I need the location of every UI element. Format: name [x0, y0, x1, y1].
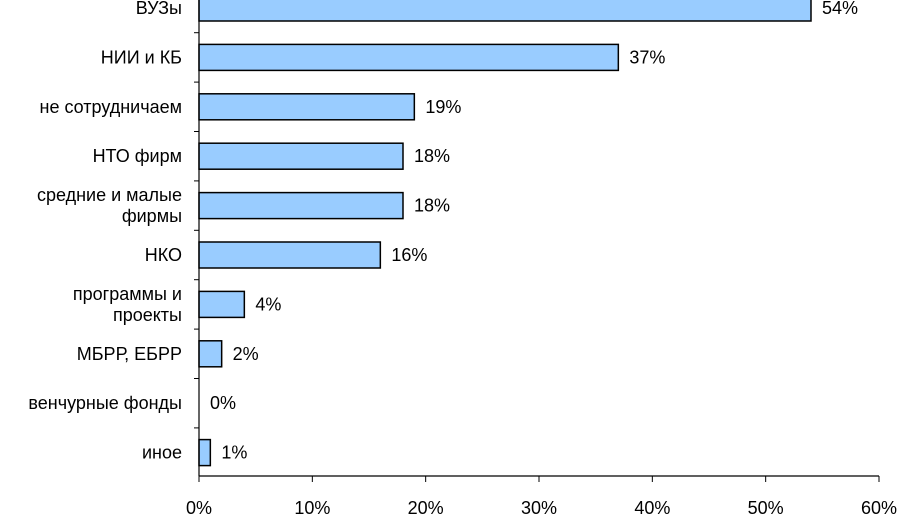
- bars-group: [198, 0, 812, 467]
- category-label: не сотрудничаем: [40, 97, 183, 117]
- x-tick-label: 0%: [186, 498, 212, 517]
- bar: [198, 0, 812, 22]
- category-labels: ВУЗы НИИ и КБ не сотрудничаем НТО фирм средн…: [28, 0, 182, 463]
- x-tick-label: 10%: [294, 498, 330, 517]
- x-tick-label: 20%: [408, 498, 444, 517]
- x-tick-label: 60%: [861, 498, 897, 517]
- category-label: венчурные фонды: [28, 393, 182, 413]
- value-label: 18%: [414, 196, 450, 216]
- bar: [198, 340, 223, 368]
- value-label: 1%: [221, 443, 247, 463]
- value-label: 37%: [629, 47, 665, 67]
- x-tick-label: 30%: [521, 498, 557, 517]
- category-label: НТО фирм: [93, 146, 182, 166]
- category-label: проекты: [113, 305, 182, 325]
- bar: [198, 43, 620, 72]
- x-tick-label: 40%: [634, 498, 670, 517]
- category-label: НКО: [145, 245, 182, 265]
- value-label: 18%: [414, 146, 450, 166]
- value-label: 16%: [391, 245, 427, 265]
- x-tick-label: 50%: [748, 498, 784, 517]
- category-label: иное: [142, 443, 182, 463]
- value-label: 2%: [233, 344, 259, 364]
- value-labels: 54% 37% 19% 18% 18% 16% 4% 2% 0% 1%: [210, 0, 858, 463]
- category-label: МБРР, ЕБРР: [77, 344, 182, 364]
- category-label: НИИ и КБ: [101, 47, 182, 67]
- bar: [198, 290, 246, 319]
- category-label: ВУЗы: [136, 0, 182, 18]
- bar: [198, 93, 416, 121]
- value-label: 54%: [822, 0, 858, 18]
- bar: [198, 191, 404, 220]
- category-label: средние и малые: [37, 185, 182, 205]
- bar: [198, 142, 404, 170]
- value-label: 19%: [425, 97, 461, 117]
- value-label: 0%: [210, 393, 236, 413]
- x-axis: 0% 10% 20% 30% 40% 50% 60%: [186, 0, 897, 517]
- category-label: фирмы: [122, 206, 182, 226]
- value-label: 4%: [255, 294, 281, 314]
- bar: [198, 241, 382, 269]
- category-label: программы и: [73, 284, 182, 304]
- bar: [198, 438, 212, 467]
